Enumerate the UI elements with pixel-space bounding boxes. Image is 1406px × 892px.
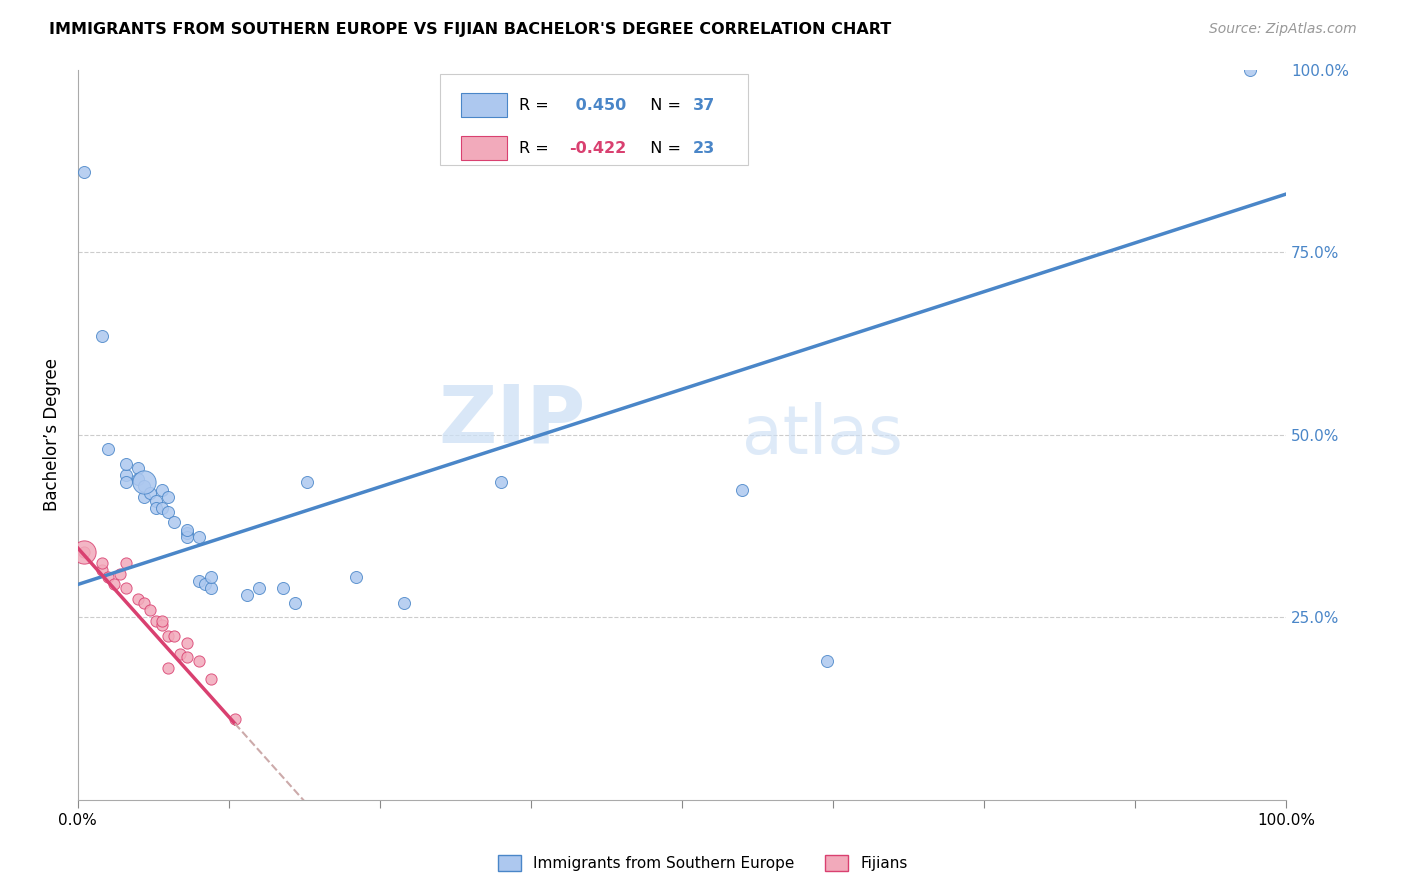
Point [115,468,138,483]
Point [108,566,131,581]
Text: N =: N = [640,97,686,112]
Point [150,483,173,497]
Text: 0.450: 0.450 [569,97,626,112]
Point [139,603,162,617]
Point [115,556,138,570]
Point [139,486,162,500]
Point [187,530,209,544]
Y-axis label: Bachelor’s Degree: Bachelor’s Degree [44,359,60,511]
Point [163,516,186,530]
Point [176,530,198,544]
Point [134,475,156,490]
Point [247,581,270,595]
Point [176,523,198,537]
Point [157,504,180,518]
Point [134,479,156,493]
Text: IMMIGRANTS FROM SOUTHERN EUROPE VS FIJIAN BACHELOR'S DEGREE CORRELATION CHART: IMMIGRANTS FROM SOUTHERN EUROPE VS FIJIA… [49,22,891,37]
Legend: Immigrants from Southern Europe, Fijians: Immigrants from Southern Europe, Fijians [492,849,914,877]
Point [344,570,367,584]
Point [150,617,173,632]
Text: R =: R = [519,141,554,155]
Point [91,329,114,343]
Text: 37: 37 [693,97,716,112]
Point [176,526,198,541]
Point [115,581,138,595]
Point [194,577,217,591]
Point [157,661,180,675]
Point [392,596,415,610]
Point [150,614,173,628]
Point [115,475,138,490]
Point [169,647,191,661]
Point [73,544,96,558]
Point [91,563,114,577]
Text: R =: R = [519,97,554,112]
Point [489,475,512,490]
Point [1239,63,1261,78]
Point [187,574,209,588]
Point [157,629,180,643]
Point [200,581,222,595]
Text: ZIP: ZIP [437,381,585,459]
Point [187,654,209,668]
Point [150,500,173,515]
Point [97,442,120,457]
Point [73,544,96,558]
Point [224,713,246,727]
Text: -0.422: -0.422 [569,141,627,155]
Point [236,589,259,603]
Text: Source: ZipAtlas.com: Source: ZipAtlas.com [1209,22,1357,37]
Point [200,570,222,584]
Point [176,650,198,665]
Point [134,490,156,504]
Bar [461,94,506,117]
Point [815,654,838,668]
Point [200,673,222,687]
FancyBboxPatch shape [440,74,748,165]
Point [97,570,120,584]
Point [127,592,149,607]
Point [731,483,754,497]
Text: atlas: atlas [742,402,903,468]
Point [163,629,186,643]
Bar [461,136,506,160]
Point [73,165,96,179]
Point [103,577,125,591]
Point [91,556,114,570]
Point [145,500,167,515]
Text: 23: 23 [693,141,716,155]
Point [145,614,167,628]
Text: N =: N = [640,141,686,155]
Point [157,490,180,504]
Point [127,460,149,475]
Point [284,596,307,610]
Point [127,472,149,486]
Point [145,493,167,508]
Point [134,596,156,610]
Point [176,636,198,650]
Point [271,581,294,595]
Point [297,475,319,490]
Point [115,457,138,471]
